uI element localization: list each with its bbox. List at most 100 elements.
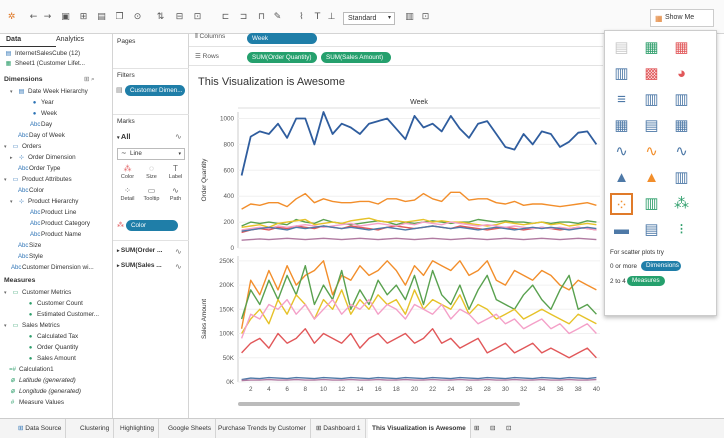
tree-item[interactable]: ● Year xyxy=(30,97,54,108)
fix-axes-icon[interactable]: ⊓ xyxy=(257,12,266,22)
tree-item[interactable]: AbcColor xyxy=(18,185,44,196)
chart-type-thumbnail[interactable]: ▦ xyxy=(674,117,689,134)
pin-icon[interactable]: ⊥ xyxy=(327,12,336,22)
tree-item[interactable]: # Measure Values xyxy=(8,397,64,408)
tree-item[interactable]: AbcProduct Line xyxy=(30,207,76,218)
week-pill[interactable]: Week xyxy=(247,33,317,44)
color-pill[interactable]: Color xyxy=(126,220,178,231)
sales-amount-pill[interactable]: SUM(Sales Amount) xyxy=(321,52,391,63)
color-button[interactable]: ⁂ Color xyxy=(117,164,138,182)
tree-item[interactable]: AbcOrder Type xyxy=(18,163,60,174)
tree-item[interactable]: ▾ ⊹ Product Hierarchy xyxy=(10,196,78,207)
chart-type-thumbnail[interactable]: ∿ xyxy=(615,143,628,160)
fit-dropdown[interactable]: Standard ▾ xyxy=(343,12,395,25)
chart-type-thumbnail[interactable]: ▦ xyxy=(674,39,689,56)
order-quantity-pill[interactable]: SUM(Order Quantity) xyxy=(247,52,317,63)
tree-item[interactable]: AbcCustomer Dimension wi... xyxy=(4,262,94,273)
chart-type-thumbnail[interactable]: ◕ xyxy=(676,65,687,82)
chart-type-thumbnail[interactable]: ⁝ xyxy=(679,221,684,238)
tree-item[interactable]: AbcDay xyxy=(30,119,52,130)
label-button[interactable]: T Label xyxy=(165,164,186,182)
sort-desc-icon[interactable]: ⊡ xyxy=(193,12,202,22)
chart-type-thumbnail[interactable]: ∿ xyxy=(675,143,688,160)
tree-item[interactable]: =# Calculation1 xyxy=(8,364,54,375)
chart-type-thumbnail[interactable]: ▥ xyxy=(644,91,659,108)
save-icon[interactable]: ▣ xyxy=(61,12,70,22)
tab-analytics[interactable]: Analytics xyxy=(56,36,85,43)
tree-item[interactable]: ▾ ▭ Orders xyxy=(4,141,41,152)
new-dashboard-icon[interactable]: ⊟ xyxy=(490,425,496,432)
redo-icon[interactable]: → xyxy=(43,12,52,22)
swap-icon[interactable]: ⇅ xyxy=(156,12,165,22)
chart-type-thumbnail[interactable]: ∿ xyxy=(645,143,658,160)
tree-item[interactable]: AbcProduct Name xyxy=(30,229,81,240)
tableau-logo-icon[interactable]: ✲ xyxy=(7,12,16,22)
marks-section-order[interactable]: ▸ SUM(Order ... xyxy=(117,247,163,254)
tree-item[interactable]: ⊕ Latitude (generated) xyxy=(8,375,76,386)
size-button[interactable]: ◌ Size xyxy=(141,164,162,182)
tree-item[interactable]: ⊕ Longitude (generated) xyxy=(8,386,81,397)
sort-asc-icon[interactable]: ⊟ xyxy=(175,12,184,22)
paperclip-icon[interactable]: ⌇ xyxy=(299,12,304,22)
tree-item[interactable]: ▾ ▤ Date Week Hierarchy xyxy=(10,86,88,97)
tree-item[interactable]: ▸ ⊹ Order Dimension xyxy=(10,152,76,163)
columns-shelf[interactable]: ⫴ Columns Week xyxy=(189,30,603,47)
show-cards-icon[interactable]: ▥ xyxy=(405,12,414,22)
chart-type-thumbnail[interactable]: ▥ xyxy=(614,65,629,82)
show-me-button[interactable]: ▦ Show Me xyxy=(650,9,714,27)
tree-item[interactable]: ● Week xyxy=(30,108,57,119)
tree-item[interactable]: AbcProduct Category xyxy=(30,218,90,229)
clear-icon[interactable]: ⊙ xyxy=(133,12,142,22)
datasource-item[interactable]: ▤ InternetSalesCube (12) xyxy=(4,48,80,59)
chart-type-thumbnail[interactable]: ▬ xyxy=(614,221,629,238)
marks-all[interactable]: ▾ All xyxy=(117,132,131,141)
chart-type-thumbnail[interactable]: ⁘ xyxy=(610,193,633,215)
tree-item[interactable]: ● Estimated Customer... xyxy=(26,309,99,320)
undo-icon[interactable]: ← xyxy=(29,12,38,22)
tab-this-visualization[interactable]: This Visualization is Awesome xyxy=(368,419,471,438)
chart-type-thumbnail[interactable]: ▲ xyxy=(614,169,629,186)
chart-type-thumbnail[interactable]: ▥ xyxy=(674,169,689,186)
chart-type-thumbnail[interactable]: ▲ xyxy=(644,169,659,186)
presentation-icon[interactable]: ⊡ xyxy=(421,12,430,22)
new-story-icon[interactable]: ⊡ xyxy=(506,425,512,432)
mark-type-dropdown[interactable]: ∼ Line ▾ xyxy=(117,148,185,160)
tree-item[interactable]: AbcSize xyxy=(18,240,41,251)
chart-type-thumbnail[interactable]: ▥ xyxy=(644,195,659,212)
search-icon[interactable]: ⊞ ⌕ xyxy=(84,76,95,83)
tab-clustering[interactable]: Clustering xyxy=(76,419,115,438)
tree-item[interactable]: ▾ ▭ Product Attributes xyxy=(4,174,72,185)
tab-google-sheets[interactable]: Google Sheets xyxy=(164,419,217,438)
duplicate-icon[interactable]: ❐ xyxy=(115,12,124,22)
chart-type-thumbnail[interactable]: ▦ xyxy=(614,117,629,134)
label-icon[interactable]: ⊐ xyxy=(239,12,248,22)
tree-item[interactable]: ▾ ▭ Sales Metrics xyxy=(4,320,60,331)
tree-item[interactable]: ▾ ▭ Customer Metrics xyxy=(4,287,71,298)
tab-highlighting[interactable]: Highlighting xyxy=(116,419,159,438)
tab-dashboard-1[interactable]: ⊞ Dashboard 1 xyxy=(312,419,366,438)
new-sheet-icon[interactable]: ⊞ xyxy=(474,425,480,432)
new-datasource-icon[interactable]: ⊞ xyxy=(79,12,88,22)
tree-item[interactable]: AbcStyle xyxy=(18,251,43,262)
datasource-item[interactable]: ▦ Sheet1 (Customer Lifet... xyxy=(4,58,85,69)
chart-type-thumbnail[interactable]: ▤ xyxy=(644,221,659,238)
tree-item[interactable]: ● Customer Count xyxy=(26,298,83,309)
detail-button[interactable]: ⁘ Detail xyxy=(117,186,138,204)
tab-data[interactable]: Data xyxy=(6,36,22,43)
rows-shelf[interactable]: ☰ Rows SUM(Order Quantity) SUM(Sales Amo… xyxy=(189,49,603,66)
tree-item[interactable]: ● Order Quantity xyxy=(26,342,79,353)
chart-type-thumbnail[interactable]: ▩ xyxy=(644,65,659,82)
filter-pill[interactable]: Customer Dimen... xyxy=(125,85,185,96)
path-button[interactable]: ∿ Path xyxy=(165,186,186,204)
text-icon[interactable]: T xyxy=(314,12,321,22)
chart-type-thumbnail[interactable]: ▦ xyxy=(644,39,659,56)
chart-type-thumbnail[interactable]: ▥ xyxy=(674,91,689,108)
tooltip-button[interactable]: ▭ Tooltip xyxy=(141,186,162,204)
marks-section-sales[interactable]: ▸ SUM(Sales ... xyxy=(117,262,162,269)
line-chart[interactable]: Week 0 200 400 600 800 1000 Order Quantity 0K 50K… xyxy=(190,70,604,410)
tree-item[interactable]: ● Calculated Tax xyxy=(26,331,79,342)
chart-type-thumbnail[interactable]: ≡ xyxy=(617,91,626,108)
new-worksheet-icon[interactable]: ▤ xyxy=(97,12,106,22)
tree-item[interactable]: AbcDay of Week xyxy=(18,130,65,141)
tab-data-source[interactable]: ⊞ Data Source xyxy=(14,419,67,438)
